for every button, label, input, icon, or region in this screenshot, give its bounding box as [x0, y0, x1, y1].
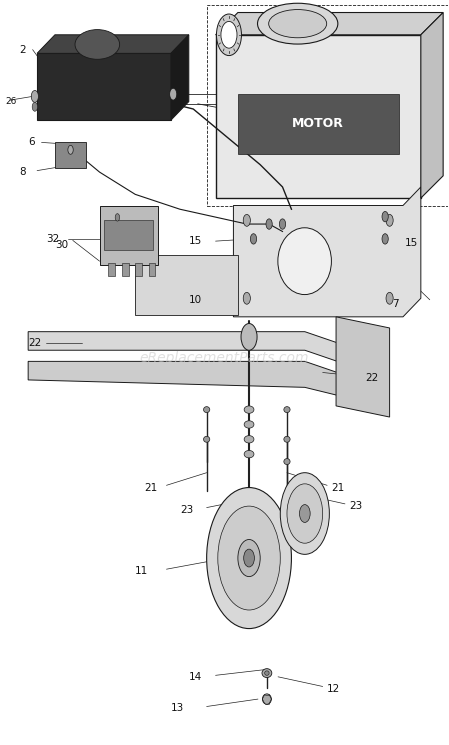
- Text: 30: 30: [55, 240, 68, 250]
- Bar: [104, 221, 153, 250]
- Text: 15: 15: [405, 238, 418, 247]
- Ellipse shape: [244, 406, 254, 413]
- Text: 32: 32: [46, 234, 59, 244]
- Polygon shape: [171, 35, 189, 120]
- Text: 7: 7: [392, 299, 398, 309]
- Text: 22: 22: [28, 337, 41, 348]
- Ellipse shape: [258, 3, 338, 44]
- Circle shape: [299, 504, 310, 522]
- Text: 12: 12: [327, 685, 340, 694]
- Text: 23: 23: [349, 501, 363, 511]
- Text: 21: 21: [144, 484, 158, 493]
- Bar: [207, 5, 448, 206]
- Polygon shape: [28, 361, 381, 406]
- Text: 14: 14: [189, 672, 202, 682]
- Text: 15: 15: [189, 236, 202, 246]
- Ellipse shape: [203, 407, 210, 413]
- Circle shape: [68, 145, 73, 154]
- Circle shape: [170, 88, 177, 100]
- Circle shape: [207, 487, 291, 629]
- Text: 13: 13: [171, 703, 184, 713]
- Circle shape: [279, 219, 286, 229]
- Bar: [109, 263, 115, 276]
- Polygon shape: [216, 13, 443, 35]
- Ellipse shape: [264, 671, 269, 675]
- Circle shape: [221, 22, 237, 48]
- Ellipse shape: [244, 451, 254, 458]
- Circle shape: [386, 215, 393, 226]
- Circle shape: [216, 14, 242, 56]
- Text: 21: 21: [332, 484, 345, 493]
- Circle shape: [238, 539, 260, 577]
- Bar: [37, 54, 171, 120]
- Circle shape: [266, 219, 272, 229]
- Polygon shape: [28, 332, 381, 376]
- Circle shape: [32, 102, 38, 111]
- Bar: [135, 256, 238, 314]
- Ellipse shape: [75, 30, 119, 60]
- Text: 10: 10: [189, 295, 202, 305]
- Text: 5: 5: [242, 108, 249, 118]
- Circle shape: [287, 484, 323, 543]
- Text: 31: 31: [109, 210, 122, 221]
- Text: 8: 8: [19, 167, 26, 177]
- Circle shape: [241, 323, 257, 350]
- Bar: [135, 263, 142, 276]
- Polygon shape: [55, 142, 86, 168]
- Bar: [149, 263, 155, 276]
- Text: 4: 4: [220, 101, 227, 110]
- Ellipse shape: [262, 669, 272, 677]
- Polygon shape: [233, 187, 421, 317]
- Circle shape: [243, 292, 251, 304]
- Text: 22: 22: [365, 372, 379, 383]
- Circle shape: [280, 472, 330, 554]
- Ellipse shape: [244, 436, 254, 443]
- Ellipse shape: [284, 437, 290, 443]
- Circle shape: [31, 90, 39, 102]
- Bar: [122, 263, 128, 276]
- Bar: [216, 35, 421, 198]
- Ellipse shape: [203, 437, 210, 443]
- Ellipse shape: [244, 421, 254, 428]
- Circle shape: [251, 234, 257, 244]
- Circle shape: [386, 292, 393, 304]
- Circle shape: [382, 212, 388, 222]
- Text: 26: 26: [6, 97, 17, 106]
- Text: eReplacementParts.com: eReplacementParts.com: [140, 351, 309, 364]
- Circle shape: [243, 215, 251, 226]
- Bar: [238, 94, 399, 153]
- Polygon shape: [37, 35, 189, 54]
- Text: 2: 2: [19, 45, 26, 54]
- Text: 11: 11: [135, 566, 149, 577]
- Circle shape: [382, 234, 388, 244]
- Ellipse shape: [269, 10, 327, 38]
- Ellipse shape: [284, 407, 290, 413]
- Bar: [100, 206, 158, 265]
- Text: 6: 6: [28, 137, 35, 148]
- Polygon shape: [336, 317, 390, 417]
- Circle shape: [244, 549, 255, 567]
- Polygon shape: [421, 13, 443, 198]
- Ellipse shape: [262, 694, 271, 704]
- Circle shape: [115, 214, 119, 221]
- Circle shape: [218, 506, 280, 610]
- Text: 9: 9: [269, 28, 276, 37]
- Text: 1: 1: [276, 30, 282, 39]
- Text: 3: 3: [220, 88, 227, 98]
- Text: 23: 23: [180, 505, 193, 515]
- Ellipse shape: [278, 228, 331, 294]
- Text: MOTOR: MOTOR: [292, 118, 344, 130]
- Ellipse shape: [284, 459, 290, 465]
